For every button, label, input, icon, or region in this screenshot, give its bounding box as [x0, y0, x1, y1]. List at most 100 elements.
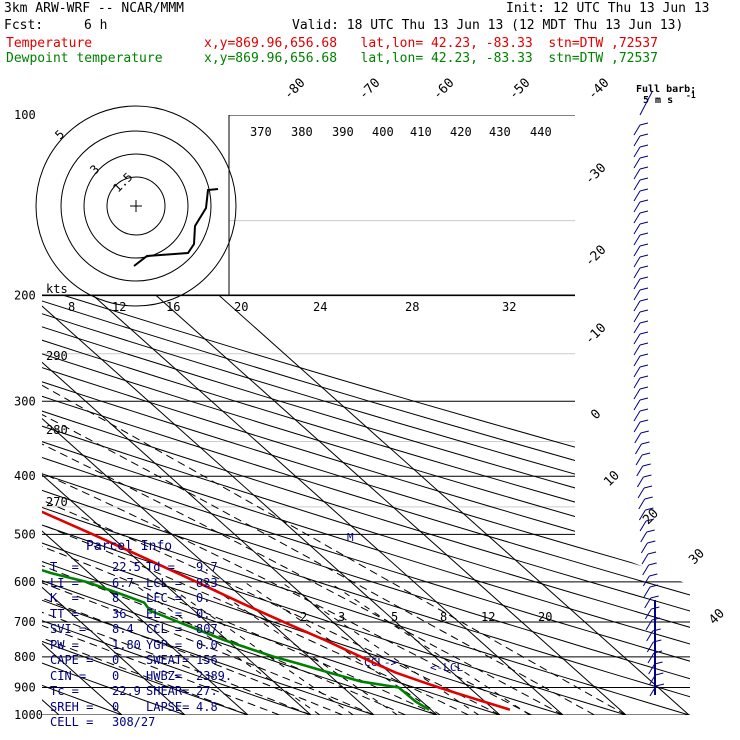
wind-barb	[633, 168, 641, 180]
parcel-cell: LAPSE=	[146, 699, 190, 714]
wind-barb	[638, 509, 646, 521]
wind-barb	[646, 630, 654, 642]
parcel-cell: 308/27	[112, 715, 156, 729]
mixing-ratio-label: 3	[338, 610, 345, 624]
hodograph-speed-label: 8	[68, 300, 75, 314]
pressure-tick-900: 900	[14, 681, 36, 695]
wind-barb-flag	[639, 265, 649, 269]
wind-barb	[633, 289, 641, 301]
wind-barb-flag	[639, 342, 649, 346]
wind-barb-flag	[639, 177, 649, 181]
left-label: 290	[46, 349, 68, 363]
parcel-cell: CIN =	[50, 668, 87, 683]
wind-barb	[633, 212, 641, 224]
wind-barb-flag	[639, 188, 649, 192]
parcel-cell: 156	[196, 653, 218, 667]
wind-barb	[633, 333, 641, 345]
parcel-cell: CCL =	[146, 622, 183, 636]
wind-barb	[645, 619, 653, 631]
wind-barb	[635, 454, 643, 466]
dry-adiabat	[42, 115, 690, 715]
legend-dewpoint: Dewpoint temperature	[6, 51, 163, 66]
hodograph-ring	[106, 176, 166, 236]
wind-barb	[636, 476, 644, 488]
hodograph-speed-label: 20	[234, 300, 248, 314]
dry-adiabat	[42, 115, 690, 715]
wind-barb-flag	[639, 353, 649, 357]
theta-label: 400	[372, 125, 394, 139]
dry-adiabat	[42, 115, 690, 715]
parcel-cell: PW =	[50, 637, 79, 652]
pressure-tick-700: 700	[14, 615, 36, 629]
dry-adiabat	[42, 115, 690, 715]
wind-barb	[633, 234, 641, 246]
dry-adiabat	[42, 115, 690, 715]
parcel-cell: SREH =	[50, 699, 94, 714]
valid-time: Valid: 18 UTC Thu 13 Jun 13 (12 MDT Thu …	[292, 18, 684, 33]
wind-barb	[633, 399, 641, 411]
parcel-cell: LCL =	[146, 575, 183, 590]
parcel-cell: 0	[112, 668, 120, 683]
temp-right-label: 40	[706, 606, 728, 628]
moist-adiabat	[42, 295, 501, 715]
isotherm	[42, 115, 200, 715]
legend-temperature: Temperature	[6, 36, 93, 51]
dry-adiabat	[42, 115, 477, 715]
wind-barbs: Full barb:5 m s -1	[633, 84, 696, 697]
temp-right-label: 30	[686, 546, 708, 568]
wind-barb-flag	[639, 386, 649, 390]
moist-adiabat	[42, 295, 249, 715]
wind-barb	[633, 256, 641, 268]
hodograph-trace	[133, 188, 219, 267]
temp-right-label: 0	[588, 407, 604, 423]
marker-m: M	[347, 531, 354, 544]
wind-barb-flag	[645, 507, 654, 511]
mixing-ratio-line	[130, 581, 321, 715]
wind-barb-flag	[655, 683, 665, 687]
hodograph-speed-label: 28	[405, 300, 419, 314]
parcel-cell: LI =	[50, 575, 79, 590]
dry-adiabat	[42, 115, 605, 715]
theta-label: 370	[250, 125, 272, 139]
moist-adiabat	[42, 295, 595, 715]
pressure-tick-300: 300	[14, 394, 36, 408]
mixing-ratio-line	[162, 581, 354, 715]
dry-adiabat	[42, 115, 690, 715]
barb-key-unit: -1	[686, 91, 696, 100]
parcel-cell: HWBZ=	[146, 668, 183, 683]
parcel-cell: EL =	[146, 606, 183, 621]
wind-barb	[640, 542, 648, 554]
pressure-tick-200: 200	[14, 289, 36, 303]
wind-barb	[633, 267, 641, 279]
wind-barb	[633, 179, 641, 191]
moist-adiabat	[42, 295, 406, 715]
dry-adiabat	[42, 115, 690, 715]
wind-barb	[633, 201, 641, 213]
wind-barb	[644, 608, 652, 620]
wind-barb-flag	[639, 166, 649, 170]
wind-barb-flag	[644, 496, 653, 500]
parcel-cell: K =	[50, 591, 79, 605]
wind-barb	[643, 586, 651, 598]
wind-barb-flag	[648, 562, 657, 566]
wind-barb-flag	[647, 551, 657, 555]
wind-barb	[642, 564, 650, 576]
dry-adiabat	[42, 115, 349, 715]
parcel-cell: YGP =	[146, 637, 183, 652]
parcel-cell: 22.9	[112, 684, 141, 698]
wind-barb	[633, 421, 641, 433]
wind-barb-flag	[639, 408, 649, 412]
wind-barb-flag	[639, 122, 649, 126]
temp-top-label: -40	[585, 76, 612, 103]
wind-barb	[637, 487, 645, 499]
temp-right-label: -10	[582, 321, 609, 348]
pressure-tick-800: 800	[14, 650, 36, 664]
wind-barb-flag	[640, 430, 649, 434]
parcel-cell: SVI =	[50, 622, 87, 636]
parcel-cell: 2389.	[196, 668, 233, 683]
dry-adiabat	[42, 115, 221, 715]
wind-barb-flag	[639, 397, 649, 401]
wind-barb	[638, 498, 646, 510]
temp-top-label: -70	[356, 76, 383, 103]
